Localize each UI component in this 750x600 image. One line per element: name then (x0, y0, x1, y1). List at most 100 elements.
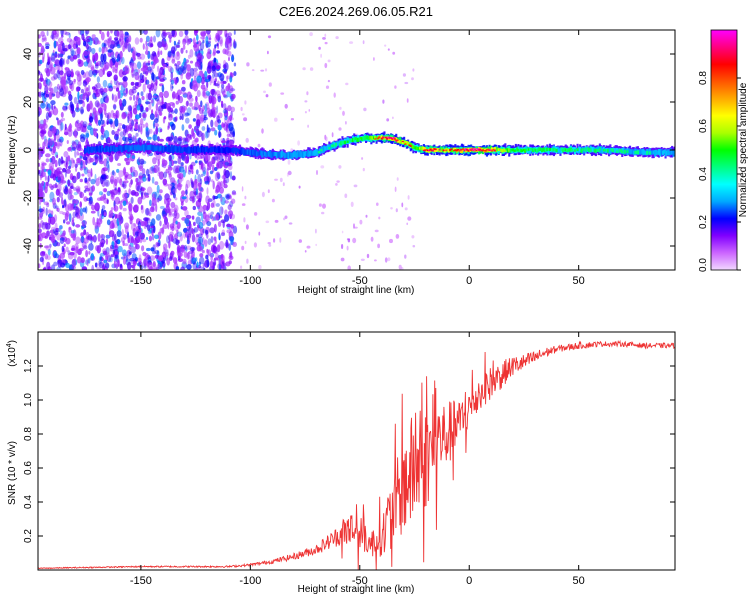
noise-point (82, 94, 86, 101)
noise-point (106, 199, 109, 205)
noise-point (199, 42, 205, 51)
noise-point (138, 180, 141, 186)
ridge-cell (673, 149, 675, 156)
noise-point (174, 108, 178, 114)
spectrogram-y-tick-label: 0 (22, 147, 34, 153)
noise-point (206, 162, 210, 171)
noise-point (126, 37, 130, 46)
noise-point (149, 128, 153, 134)
noise-point (315, 243, 318, 247)
noise-point (94, 64, 99, 69)
noise-point (204, 78, 211, 83)
ridge-cell (164, 146, 167, 152)
ridge-cell (120, 146, 123, 153)
noise-point (83, 92, 88, 96)
noise-point (203, 116, 208, 121)
ridge-cell (198, 147, 201, 153)
noise-point (406, 98, 409, 103)
noise-point (113, 43, 117, 48)
noise-point (177, 39, 181, 45)
noise-point (188, 233, 192, 238)
noise-point (106, 219, 111, 226)
noise-point (147, 229, 152, 235)
ridge-cell (430, 149, 433, 152)
noise-point (40, 45, 45, 54)
noise-point (79, 152, 84, 156)
noise-point (75, 36, 81, 45)
noise-point (136, 52, 141, 57)
noise-point (189, 246, 196, 252)
noise-point (190, 177, 193, 184)
noise-point (69, 39, 74, 48)
noise-point (122, 45, 125, 52)
noise-point (104, 172, 107, 181)
noise-point (193, 43, 200, 52)
noise-point (204, 103, 208, 112)
noise-point (220, 232, 226, 237)
noise-point (151, 197, 157, 206)
noise-point (49, 62, 54, 69)
ridge-cell (531, 148, 534, 153)
noise-point (150, 99, 154, 104)
noise-point (229, 195, 232, 200)
noise-point (105, 181, 109, 186)
noise-point (131, 155, 136, 160)
noise-point (46, 30, 49, 36)
noise-point (140, 105, 144, 112)
ridge-cell (282, 151, 285, 156)
ridge-cell (382, 136, 385, 139)
noise-point (56, 117, 59, 121)
noise-point (189, 164, 192, 170)
noise-point (227, 204, 232, 211)
noise-point (155, 103, 159, 111)
ridge-cell (267, 151, 270, 157)
noise-point (46, 261, 51, 270)
noise-point (398, 264, 402, 270)
noise-point (180, 162, 184, 166)
ridge-cell (537, 148, 540, 152)
noise-point (233, 62, 237, 67)
noise-point (42, 56, 45, 63)
noise-point (38, 34, 41, 39)
ridge-cell (479, 148, 482, 151)
ridge-cell (89, 146, 92, 153)
ridge-cell (493, 147, 496, 151)
noise-point (57, 37, 64, 44)
noise-point (105, 267, 108, 270)
ridge-cell (278, 151, 281, 158)
noise-point (157, 263, 160, 268)
noise-point (79, 201, 82, 208)
ridge-cell (439, 149, 443, 153)
noise-point (223, 103, 227, 111)
noise-point (143, 217, 149, 222)
noise-point (138, 123, 143, 133)
noise-point (68, 94, 73, 102)
noise-point (68, 80, 73, 86)
noise-point (207, 48, 211, 55)
noise-point (135, 51, 138, 56)
noise-point (42, 206, 46, 214)
noise-point (122, 240, 125, 246)
noise-point (115, 111, 118, 119)
noise-point (280, 92, 285, 95)
noise-point (64, 31, 70, 36)
noise-point (132, 262, 136, 270)
noise-point (123, 243, 129, 247)
noise-point (110, 194, 115, 200)
noise-point (45, 101, 49, 110)
noise-point (185, 49, 188, 54)
noise-point (45, 153, 51, 158)
noise-point (390, 207, 393, 210)
noise-point (174, 63, 178, 67)
noise-point (145, 122, 149, 128)
noise-point (206, 80, 209, 89)
noise-point (228, 210, 233, 218)
noise-point (112, 249, 116, 255)
noise-point (274, 219, 279, 223)
ridge-cell (175, 146, 179, 153)
noise-point (181, 190, 186, 196)
noise-point (191, 233, 196, 243)
ridge-cell (550, 148, 553, 153)
noise-point (199, 253, 204, 258)
ridge-cell (404, 140, 407, 145)
